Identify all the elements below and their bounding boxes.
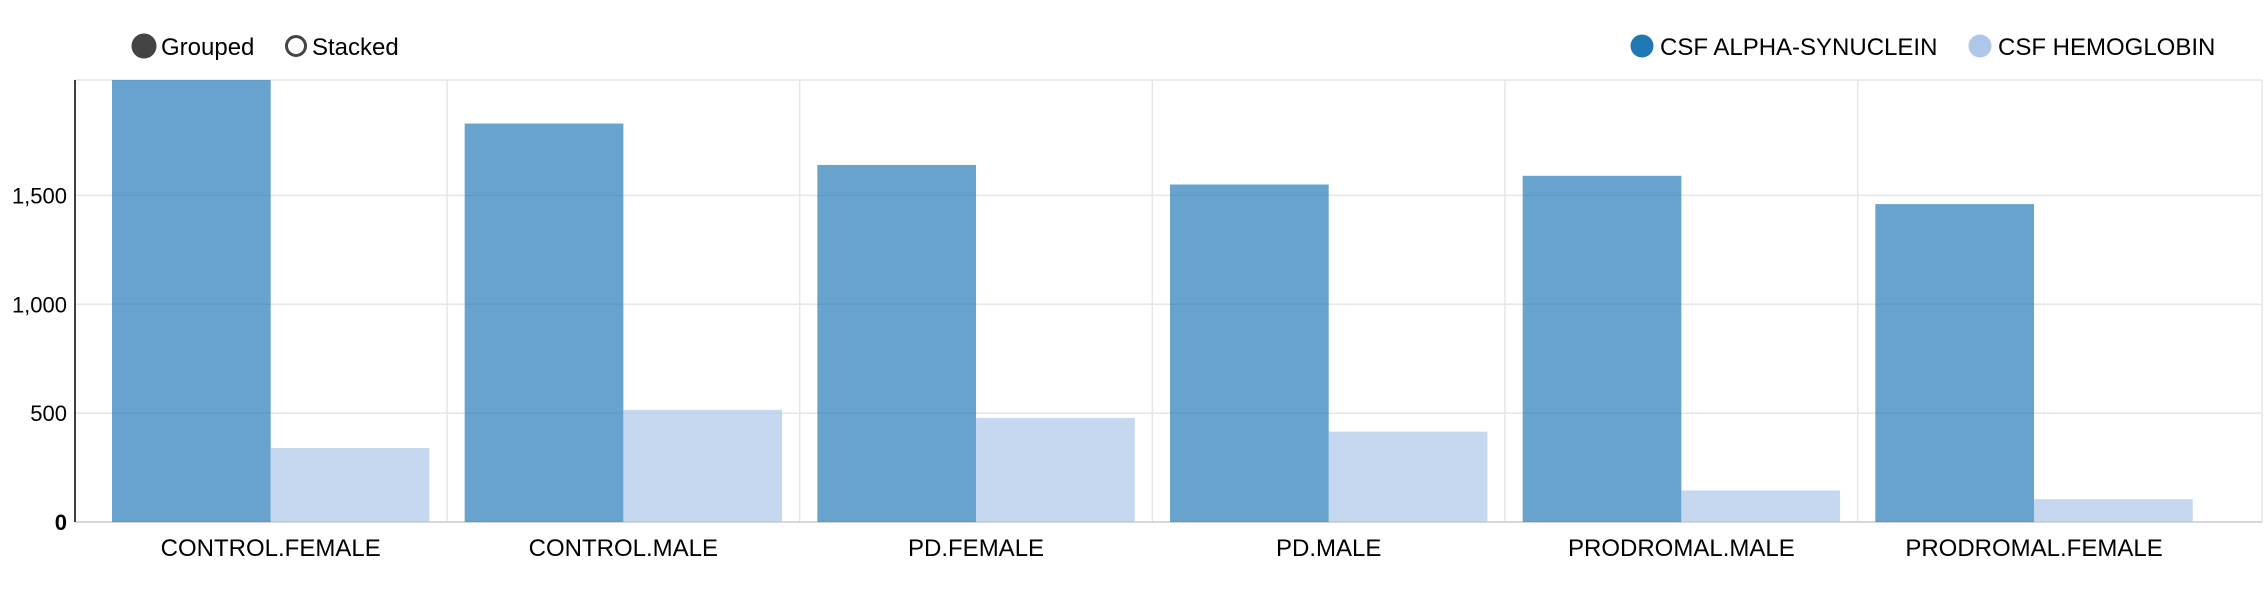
x-tick-label: PD.MALE	[1276, 535, 1381, 562]
bars	[112, 80, 2193, 522]
bar	[2034, 499, 2193, 522]
legend-item-hemoglobin[interactable]: CSF HEMOGLOBIN	[1968, 34, 2216, 61]
bar	[270, 447, 430, 522]
y-tick-label: 1,000	[12, 292, 67, 317]
x-tick-label: PD.FEMALE	[908, 535, 1044, 562]
bar	[1875, 204, 2035, 522]
x-tick-label: PRODROMAL.FEMALE	[1905, 535, 2162, 562]
legend-swatch-hemoglobin[interactable]	[1968, 34, 1992, 58]
legend-label-hemoglobin[interactable]: CSF HEMOGLOBIN	[1998, 34, 2215, 61]
legend-swatch-alpha-synuclein[interactable]	[1630, 34, 1654, 58]
x-axis: CONTROL.FEMALE CONTROL.MALE PD.FEMALE PD.MA…	[161, 535, 2163, 562]
y-tick-label: 1,500	[12, 183, 67, 208]
legend-item-alpha-synuclein[interactable]: CSF ALPHA-SYNUCLEIN	[1630, 34, 1938, 61]
stacked-radio-label[interactable]: Stacked	[312, 34, 399, 61]
x-tick-label: PRODROMAL.MALE	[1568, 535, 1795, 562]
bar	[112, 80, 271, 522]
bar	[1170, 184, 1329, 522]
bar	[1328, 431, 1488, 522]
bar	[623, 409, 783, 522]
stacked-radio[interactable]: Stacked	[285, 34, 399, 61]
bar	[464, 123, 624, 522]
x-tick-label: CONTROL.FEMALE	[161, 535, 381, 562]
grouped-radio-dot[interactable]	[131, 33, 157, 59]
legend-label-alpha-synuclein[interactable]: CSF ALPHA-SYNUCLEIN	[1660, 34, 1937, 61]
bar	[1522, 175, 1682, 522]
stacked-radio-dot[interactable]	[285, 35, 307, 57]
bar	[817, 164, 977, 522]
bar	[976, 417, 1135, 522]
y-axis: 0 500 1,000 1,500	[12, 80, 76, 535]
grouped-radio-label[interactable]: Grouped	[161, 34, 254, 61]
y-tick-label: 0	[55, 510, 67, 535]
bar	[1681, 490, 1841, 522]
y-tick-label: 500	[30, 401, 67, 426]
x-tick-label: CONTROL.MALE	[529, 535, 718, 562]
grouped-radio[interactable]: Grouped	[131, 33, 254, 61]
